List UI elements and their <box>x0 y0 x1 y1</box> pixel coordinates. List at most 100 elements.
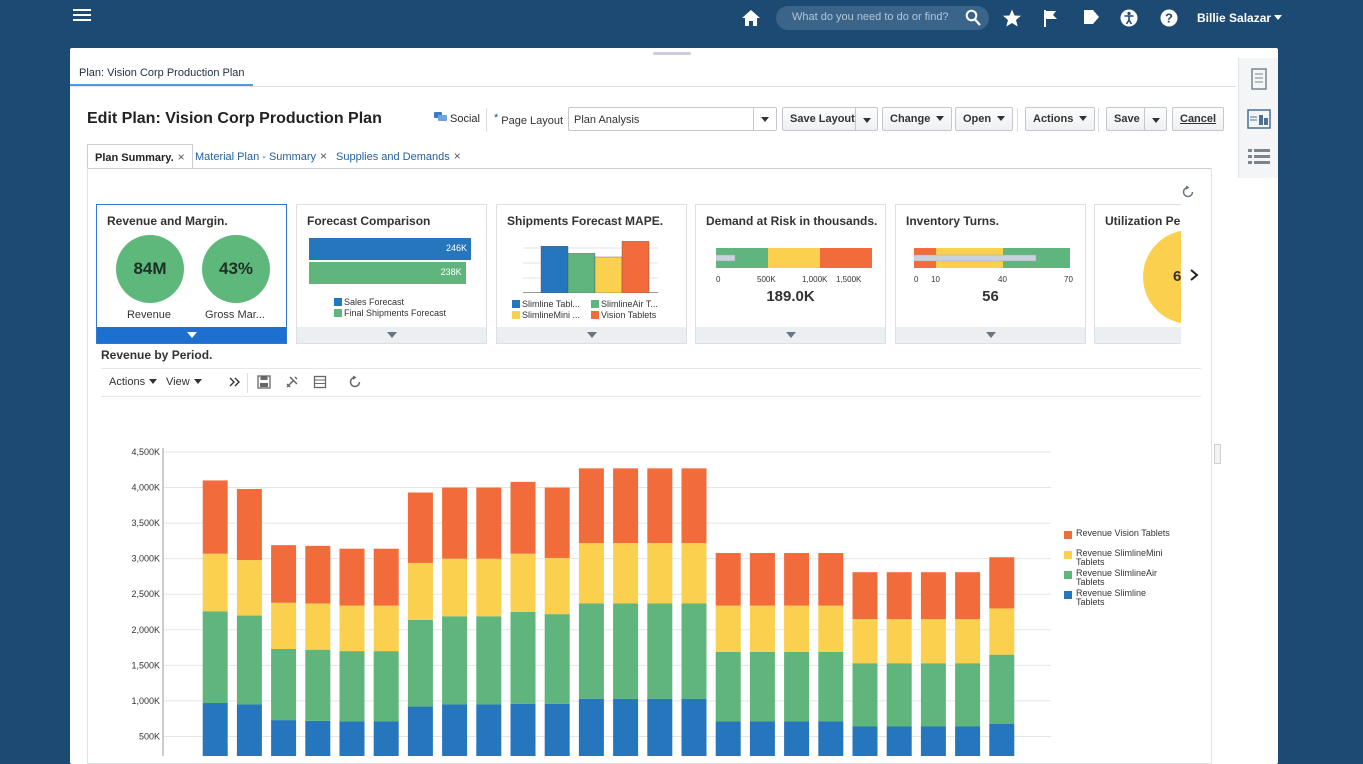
change-button[interactable]: Change <box>882 107 953 131</box>
overflow-icon[interactable] <box>228 375 242 389</box>
infotile-shipments-mape[interactable]: Shipments Forecast MAPE. Slimline Tabl..… <box>496 204 687 344</box>
chevron-down-icon <box>193 379 202 384</box>
bar-segment <box>202 553 228 612</box>
tile-expand-bar[interactable] <box>696 327 885 343</box>
infotile-forecast-comparison[interactable]: Forecast Comparison 246K 238K Sales Fore… <box>296 204 487 344</box>
search-input[interactable] <box>792 11 952 23</box>
separator <box>486 108 487 132</box>
utilization-gauge: 6 <box>1143 230 1181 324</box>
legend-label: Revenue SlimlineMini Tablets <box>1076 548 1163 567</box>
bar-segment <box>886 663 912 727</box>
page-layout-select[interactable]: Plan Analysis <box>568 107 777 131</box>
chevron-right-icon[interactable] <box>1188 268 1200 282</box>
tools-icon[interactable] <box>285 375 299 389</box>
save-layout-menu-button[interactable] <box>855 107 878 131</box>
infotile-utilization[interactable]: Utilization Per 6 <box>1094 204 1181 344</box>
bar-segment <box>852 726 878 756</box>
star-icon[interactable] <box>1002 8 1022 28</box>
tile-expand-bar[interactable] <box>1095 327 1181 343</box>
dashboard-icon[interactable] <box>1247 108 1271 130</box>
refresh-icon[interactable] <box>1181 185 1195 199</box>
toolbar-actions-menu[interactable]: Actions <box>109 376 158 388</box>
legend-label: Sales Forecast <box>344 297 405 307</box>
table-view-icon[interactable] <box>313 375 327 389</box>
refresh-icon[interactable] <box>348 375 362 389</box>
bar-segment <box>920 726 946 756</box>
bar-segment <box>236 704 262 756</box>
open-button[interactable]: Open <box>955 107 1014 131</box>
tab-material-plan-summary[interactable]: Material Plan - Summary × <box>188 144 334 169</box>
bar-segment <box>236 615 262 705</box>
close-icon[interactable]: × <box>177 150 185 164</box>
menu-icon[interactable] <box>73 6 91 22</box>
document-icon[interactable] <box>1247 68 1271 90</box>
legend-swatch <box>512 300 520 308</box>
toolbar-view-menu[interactable]: View <box>166 376 202 388</box>
bar-segment <box>236 560 262 616</box>
bar-segment <box>749 651 775 722</box>
bar-segment <box>271 602 297 649</box>
legend-swatch <box>334 309 342 317</box>
section-title: Revenue by Period. <box>101 348 213 362</box>
actions-button[interactable]: Actions <box>1025 107 1096 131</box>
flag-icon[interactable] <box>1041 8 1061 28</box>
bar-segment <box>886 572 912 620</box>
social-link[interactable]: Social <box>434 112 480 125</box>
bar-segment <box>613 698 639 756</box>
drag-handle[interactable] <box>653 52 691 55</box>
page-layout-dropdown-button[interactable] <box>753 108 776 130</box>
document-tab[interactable]: Plan: Vision Corp Production Plan <box>70 58 253 86</box>
cancel-button[interactable]: Cancel <box>1172 107 1225 131</box>
bar-segment <box>784 552 810 606</box>
chevron-down-icon <box>936 116 945 121</box>
infotile-revenue-margin[interactable]: Revenue and Margin. 84M 43% Revenue Gros… <box>96 204 287 344</box>
page-layout-label: * Page Layout <box>494 112 563 127</box>
search-field[interactable] <box>776 6 989 30</box>
tile-expand-bar[interactable] <box>97 327 286 343</box>
close-icon[interactable]: × <box>453 149 461 163</box>
menu-label: View <box>166 376 190 388</box>
user-menu[interactable]: Billie Salazar <box>1197 11 1283 25</box>
bar-segment <box>681 543 707 604</box>
close-icon[interactable]: × <box>320 149 328 163</box>
bar-segment <box>715 605 741 652</box>
bar-segment <box>852 663 878 727</box>
save-layout-button[interactable]: Save Layout <box>782 107 863 131</box>
accessibility-icon[interactable] <box>1119 8 1139 28</box>
list-icon[interactable] <box>1247 146 1271 168</box>
collapse-handle[interactable] <box>1214 444 1221 464</box>
bar-segment <box>202 480 228 554</box>
tile-expand-bar[interactable] <box>297 327 486 343</box>
mape-bar <box>540 245 569 293</box>
legend-item: SlimlineAir T... <box>591 299 658 309</box>
tab-plan-summary[interactable]: Plan Summary. × <box>87 144 193 169</box>
help-icon[interactable]: ? <box>1159 8 1179 28</box>
tile-expand-bar[interactable] <box>497 327 686 343</box>
search-icon[interactable] <box>965 9 981 27</box>
divider <box>70 86 1236 87</box>
tab-supplies-and-demands[interactable]: Supplies and Demands × <box>329 144 468 169</box>
bar-segment <box>544 614 570 704</box>
infotile-inventory-turns[interactable]: Inventory Turns. 0 10 40 70 56 <box>895 204 1086 344</box>
notifications-icon[interactable] <box>1081 8 1101 28</box>
bar-segment <box>305 649 331 721</box>
bar-segment <box>647 698 673 756</box>
save-button[interactable]: Save <box>1106 107 1148 131</box>
bar-segment <box>510 703 536 756</box>
mape-bar <box>621 241 650 293</box>
bar-segment <box>920 663 946 727</box>
tile-expand-bar[interactable] <box>896 327 1085 343</box>
user-name: Billie Salazar <box>1197 11 1272 25</box>
bar-segment <box>373 548 399 606</box>
bar-segment <box>852 619 878 664</box>
home-icon[interactable] <box>741 9 761 27</box>
save-menu-button[interactable] <box>1144 107 1167 131</box>
right-panel-drawer <box>1238 58 1278 178</box>
save-icon[interactable] <box>257 375 271 389</box>
bar-segment <box>271 720 297 756</box>
bar-segment <box>818 605 844 652</box>
infotile-demand-at-risk[interactable]: Demand at Risk in thousands. 0 500K 1,00… <box>695 204 886 344</box>
bar-segment <box>681 698 707 756</box>
bar-segment <box>339 651 365 722</box>
bar-segment <box>784 605 810 652</box>
